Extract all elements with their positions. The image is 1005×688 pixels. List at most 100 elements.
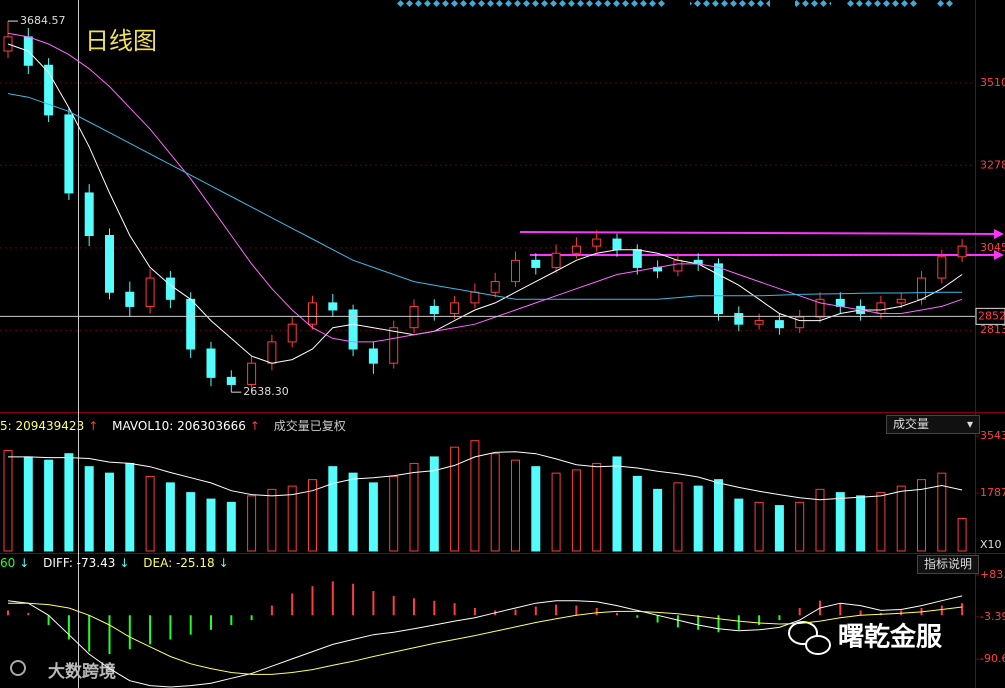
indicator-help-button[interactable]: 指标说明 bbox=[917, 555, 980, 574]
indicator-dropdown[interactable]: 成交量 ▾ bbox=[886, 415, 980, 434]
macd-histogram bbox=[392, 595, 395, 616]
legend-item: 成交量已复权 bbox=[273, 419, 346, 433]
volume-bar bbox=[226, 501, 236, 552]
candle-body bbox=[287, 323, 297, 343]
down-arrow: ↓ bbox=[19, 556, 30, 570]
candle-body bbox=[551, 252, 561, 268]
volume-bar bbox=[389, 475, 399, 552]
macd-histogram bbox=[575, 605, 578, 616]
macd-histogram bbox=[616, 612, 618, 616]
macd-histogram bbox=[230, 615, 233, 625]
macd-histogram bbox=[636, 615, 639, 618]
volume-bar bbox=[23, 456, 33, 552]
dropdown-label: 成交量 bbox=[893, 417, 930, 431]
candle-body bbox=[44, 64, 54, 116]
macd-histogram bbox=[169, 615, 172, 640]
volume-bar bbox=[714, 479, 723, 552]
volume-bar bbox=[876, 492, 886, 552]
macd-histogram bbox=[758, 615, 761, 625]
volume-bar bbox=[44, 459, 54, 552]
y-tick-label: 3510 bbox=[980, 76, 1005, 89]
candle-body bbox=[3, 36, 13, 52]
up-arrow: ↑ bbox=[88, 419, 99, 433]
macd-histogram bbox=[839, 603, 842, 616]
candle-body bbox=[368, 348, 378, 364]
indicator-line bbox=[7, 595, 963, 688]
indicator-line bbox=[7, 43, 963, 364]
macd-histogram bbox=[656, 615, 659, 623]
volume-bar bbox=[348, 472, 358, 552]
volume-bar bbox=[105, 472, 114, 552]
candle-body bbox=[328, 302, 338, 311]
macd-histogram bbox=[270, 605, 273, 616]
candle-body bbox=[734, 313, 744, 325]
volume-bar bbox=[937, 472, 947, 552]
volume-bar bbox=[835, 492, 845, 552]
candle-body bbox=[206, 348, 216, 378]
candle-body bbox=[348, 309, 358, 350]
candle-body bbox=[308, 302, 317, 325]
macd-histogram bbox=[210, 615, 212, 630]
candle-body bbox=[612, 238, 622, 251]
candle-body bbox=[165, 277, 175, 300]
candle-body bbox=[389, 327, 399, 364]
volume-bar bbox=[693, 485, 703, 552]
macd-histogram bbox=[372, 591, 375, 616]
volume-bar bbox=[815, 488, 825, 552]
macd-histogram bbox=[67, 615, 70, 640]
volume-bar bbox=[287, 485, 297, 552]
current-price-box bbox=[975, 307, 1005, 325]
macd-histogram bbox=[473, 608, 476, 616]
macd-histogram bbox=[676, 615, 679, 628]
candle-body bbox=[450, 302, 460, 315]
top-signal-strip bbox=[395, 0, 955, 7]
arrow-head bbox=[994, 250, 1004, 260]
macd-histogram bbox=[433, 600, 436, 616]
wechat-icon bbox=[788, 621, 831, 655]
candle-body bbox=[247, 362, 257, 385]
macd-histogram bbox=[331, 581, 334, 616]
macd-histogram bbox=[453, 603, 456, 616]
volume-bar bbox=[247, 495, 257, 552]
macd-histogram bbox=[595, 608, 598, 616]
annotation-label: 2638.30 bbox=[243, 385, 288, 398]
candle-body bbox=[673, 259, 683, 272]
volume-bar bbox=[328, 466, 338, 552]
arrow-head bbox=[994, 229, 1004, 239]
macd-histogram bbox=[737, 615, 740, 630]
volume-bar bbox=[450, 446, 460, 552]
volume-bar bbox=[470, 440, 480, 552]
macd-histogram bbox=[717, 615, 720, 633]
volume-bar bbox=[511, 459, 520, 552]
volume-bar bbox=[612, 456, 622, 552]
down-arrow: ↓ bbox=[119, 556, 130, 570]
candle-body bbox=[815, 298, 825, 318]
candle-body bbox=[409, 305, 419, 329]
annotation-label: 3684.57 bbox=[20, 14, 66, 27]
indicator-line bbox=[7, 32, 963, 343]
volume-bar bbox=[64, 453, 74, 552]
y-tick-label: 3045 bbox=[980, 241, 1005, 254]
candle-body bbox=[957, 245, 967, 258]
indicator-line bbox=[8, 602, 963, 675]
legend-item: 60 bbox=[0, 556, 16, 570]
candle-body bbox=[592, 238, 602, 247]
volume-bar bbox=[165, 482, 175, 552]
macd-histogram bbox=[352, 583, 355, 616]
macd-histogram bbox=[798, 608, 801, 616]
watermark: 大数跨境 bbox=[48, 661, 116, 682]
candle-body bbox=[774, 320, 784, 329]
volume-legend: 5: 209439423 ↑ MAVOL10: 206303666 ↑ 成交量已复权 bbox=[0, 417, 350, 434]
volume-bar bbox=[3, 449, 13, 552]
macd-histogram bbox=[311, 586, 314, 616]
volume-bar bbox=[957, 518, 967, 552]
candle-body bbox=[937, 256, 947, 279]
y-tick-label: -3.39 bbox=[980, 610, 1005, 623]
candle-body bbox=[714, 263, 723, 315]
legend-item: DEA: -25.18 bbox=[143, 556, 215, 570]
current-price-label: 2852 bbox=[978, 309, 1005, 322]
macd-histogram bbox=[961, 603, 964, 616]
volume-bar bbox=[186, 492, 196, 552]
